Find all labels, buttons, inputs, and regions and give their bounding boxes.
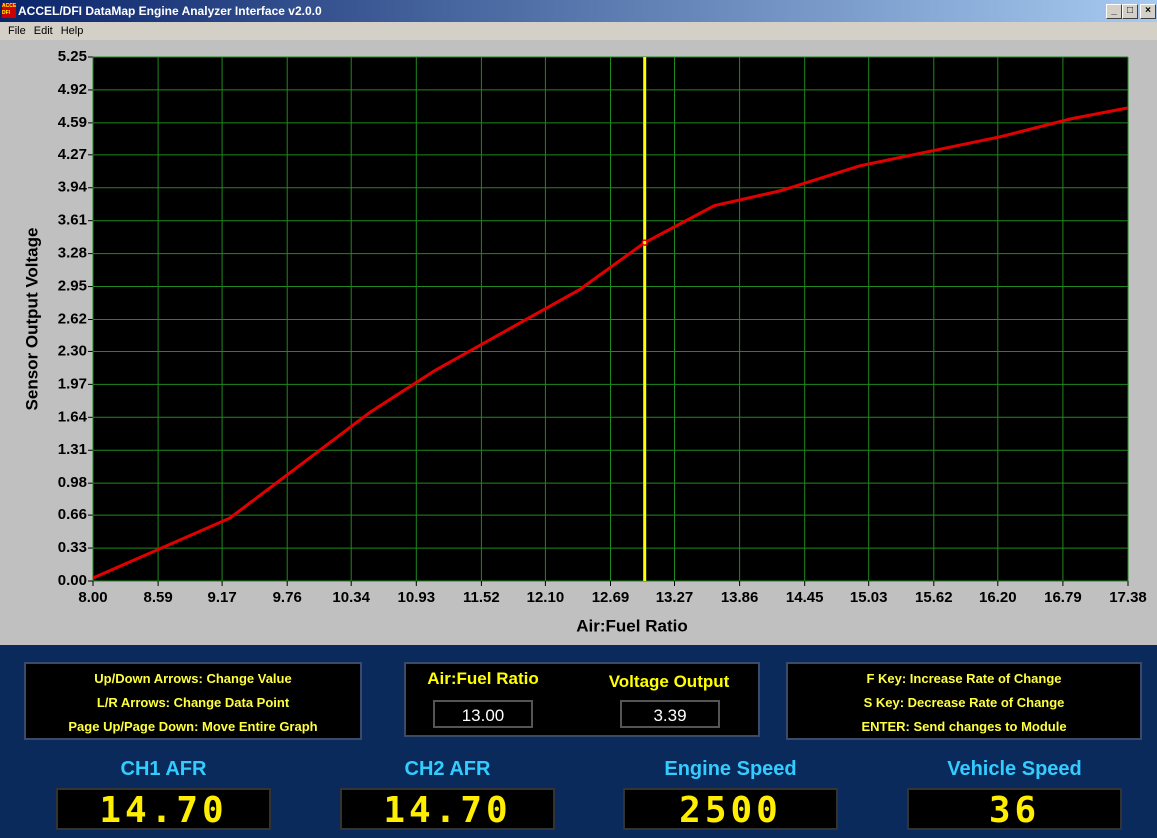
help-box-right: F Key: Increase Rate of Change S Key: De…: [786, 662, 1142, 740]
y-tick-label: 2.95: [58, 278, 87, 295]
x-tick-label: 9.17: [207, 589, 236, 606]
minimize-button[interactable]: _: [1106, 4, 1122, 19]
x-tick-label: 16.20: [979, 589, 1017, 606]
gauge-display: 2500: [623, 788, 838, 831]
y-tick-label: 2.62: [58, 310, 87, 327]
x-tick-label: 17.38: [1109, 589, 1147, 606]
app-logo: ACCEL DFI: [2, 3, 16, 18]
gauge-label: CH1 AFR: [120, 758, 207, 780]
control-panel: Up/Down Arrows: Change Value L/R Arrows:…: [0, 645, 1157, 838]
menu-bar: File Edit Help: [0, 22, 1157, 40]
readout-label: Voltage Output: [608, 672, 730, 691]
y-tick-label: 4.27: [58, 146, 87, 163]
data-line: [92, 106, 1129, 580]
y-tick-label: 1.64: [58, 408, 88, 425]
x-tick-label: 14.45: [786, 589, 824, 606]
readout-label: Air:Fuel Ratio: [427, 669, 539, 688]
y-tick-label: 3.28: [58, 245, 87, 262]
x-axis-label: Air:Fuel Ratio: [576, 616, 687, 635]
x-tick-label: 8.59: [143, 589, 172, 606]
x-tick-label: 10.34: [332, 589, 370, 606]
x-tick-label: 13.27: [656, 589, 694, 606]
x-tick-label: 12.10: [527, 589, 565, 606]
y-tick-label: 0.33: [58, 539, 87, 556]
y-tick-label: 0.66: [58, 506, 87, 523]
window-title: ACCEL/DFI DataMap Engine Analyzer Interf…: [18, 4, 322, 18]
y-tick-label: 0.98: [58, 474, 87, 491]
help-text: ENTER: Send changes to Module: [861, 719, 1067, 734]
y-tick-label: 4.92: [58, 81, 87, 98]
y-tick-label: 4.59: [58, 114, 87, 131]
y-tick-label: 3.61: [58, 212, 87, 229]
help-text: Up/Down Arrows: Change Value: [94, 671, 292, 686]
menu-item[interactable]: File: [8, 25, 26, 37]
help-text: L/R Arrows: Change Data Point: [96, 695, 290, 710]
x-tick-label: 12.69: [592, 589, 630, 606]
gauge-label: Vehicle Speed: [947, 758, 1082, 780]
x-tick-label: 16.79: [1044, 589, 1082, 606]
x-tick-label: 8.00: [78, 589, 107, 606]
gauge-display: 36: [907, 788, 1122, 831]
gauge-label: CH2 AFR: [404, 758, 491, 780]
y-tick-label: 3.94: [58, 179, 88, 196]
readout-value: 3.39: [620, 700, 720, 728]
readout-value: 13.00: [433, 700, 533, 728]
close-button[interactable]: ×: [1140, 4, 1156, 19]
y-tick-label: 5.25: [58, 48, 87, 65]
gauge-display: 14.70: [340, 788, 555, 831]
y-tick-label: 2.30: [58, 342, 87, 359]
x-tick-label: 10.93: [398, 589, 436, 606]
y-tick-label: 1.31: [58, 441, 87, 458]
gauge-label: Engine Speed: [664, 758, 797, 780]
x-tick-label: 15.62: [915, 589, 953, 606]
x-tick-label: 9.76: [273, 589, 302, 606]
menu-item[interactable]: Help: [60, 25, 84, 37]
x-tick-label: 11.52: [463, 589, 500, 606]
y-tick-label: 0.00: [58, 572, 87, 589]
menu-item[interactable]: Edit: [33, 25, 53, 37]
help-text: S Key: Decrease Rate of Change: [863, 695, 1065, 710]
title-bar: ACCEL DFI ACCEL/DFI DataMap Engine Analy…: [0, 0, 1157, 22]
maximize-button[interactable]: □: [1122, 4, 1138, 19]
y-tick-label: 1.97: [58, 375, 87, 392]
y-axis-label: Sensor Output Voltage: [22, 228, 41, 411]
help-box-left: Up/Down Arrows: Change Value L/R Arrows:…: [24, 662, 362, 740]
gauge-display: 14.70: [56, 788, 271, 831]
x-tick-label: 15.03: [850, 589, 888, 606]
help-text: Page Up/Page Down: Move Entire Graph: [68, 719, 318, 734]
help-text: F Key: Increase Rate of Change: [866, 671, 1062, 686]
chart: Air:Fuel Ratio Sensor Output Voltage 0.0…: [22, 48, 1147, 636]
cursor-point: [641, 239, 648, 246]
x-tick-label: 13.86: [721, 589, 759, 606]
